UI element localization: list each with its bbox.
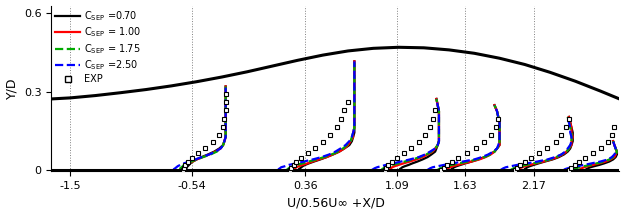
Legend: C$_\mathsf{SEP}$ =0.70, C$_\mathsf{SEP}$ = 1.00, C$_\mathsf{SEP}$ = 1.75, C$_\ma: C$_\mathsf{SEP}$ =0.70, C$_\mathsf{SEP}$… (54, 8, 142, 85)
X-axis label: U/0.56U∞ +X/D: U/0.56U∞ +X/D (286, 197, 384, 209)
Y-axis label: Y/D: Y/D (6, 78, 19, 99)
